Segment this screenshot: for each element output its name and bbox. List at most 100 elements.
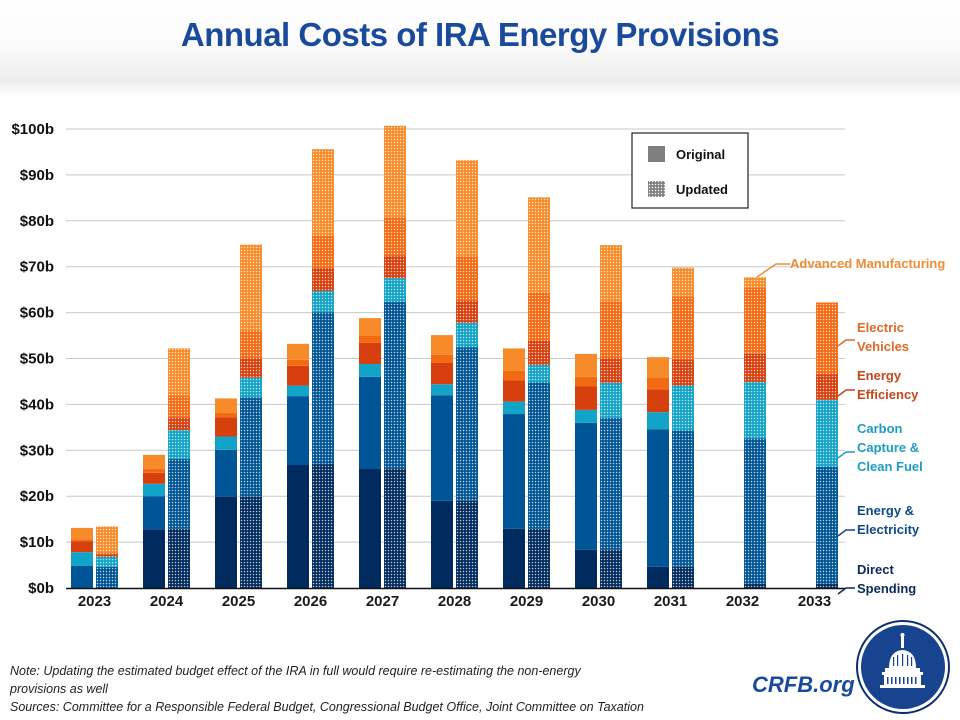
bars bbox=[71, 125, 838, 588]
bar-segment-original bbox=[359, 364, 381, 377]
bar-segment-original bbox=[287, 385, 309, 397]
bar-segment-texture bbox=[384, 468, 406, 588]
bar-segment-texture bbox=[96, 556, 118, 567]
x-tick-label: 2026 bbox=[294, 593, 327, 610]
x-tick-label: 2028 bbox=[438, 593, 471, 610]
bar-segment-original bbox=[431, 362, 453, 385]
legend-swatch-updated bbox=[648, 181, 665, 197]
component-label-text: Clean Fuel bbox=[857, 459, 923, 474]
bar-segment-texture bbox=[816, 302, 838, 375]
bar-segment-texture bbox=[168, 417, 190, 431]
bar-segment-original bbox=[503, 380, 525, 402]
capitol-dome-icon bbox=[880, 633, 925, 688]
bar-segment-texture bbox=[456, 256, 478, 301]
bar-segment-texture bbox=[456, 347, 478, 501]
bar-segment-texture bbox=[312, 235, 334, 269]
bar-segment-original bbox=[431, 354, 453, 363]
bar-segment-original bbox=[359, 318, 381, 337]
y-tick-label: $50b bbox=[20, 351, 54, 368]
leader-line bbox=[837, 389, 855, 397]
bar-segment-texture bbox=[744, 353, 766, 382]
bar-segment-texture bbox=[528, 364, 550, 383]
bar-segment-texture bbox=[96, 552, 118, 555]
component-label-text: Efficiency bbox=[857, 387, 919, 402]
bar-segment-original bbox=[575, 422, 597, 550]
bar-segment-texture bbox=[600, 549, 622, 588]
bar-segment-texture bbox=[456, 160, 478, 257]
note-line: Note: Updating the estimated budget effe… bbox=[10, 664, 581, 678]
bar-segment-original bbox=[431, 335, 453, 355]
bar-segment-original bbox=[575, 376, 597, 387]
bar-segment-original bbox=[215, 398, 237, 413]
bar-segment-texture bbox=[600, 417, 622, 550]
gridlines bbox=[66, 128, 845, 543]
y-tick-label: $40b bbox=[20, 396, 54, 413]
bar-segment-texture bbox=[240, 397, 262, 497]
bar-segment-texture bbox=[672, 385, 694, 431]
bar-segment-original bbox=[503, 370, 525, 381]
bar-segment-texture bbox=[672, 430, 694, 567]
bar-segment-original bbox=[287, 396, 309, 465]
bar-segment-original bbox=[503, 528, 525, 588]
component-label: Energy & Electricity bbox=[837, 503, 920, 537]
bar-segment-texture bbox=[816, 583, 838, 588]
bar-segment-original bbox=[143, 529, 165, 588]
y-tick-label: $10b bbox=[20, 534, 54, 551]
bar-segment-original bbox=[647, 412, 669, 430]
component-label-text: Advanced Manufacturing bbox=[790, 256, 945, 271]
bar-segment-texture bbox=[168, 430, 190, 460]
component-label-text: Vehicles bbox=[857, 339, 909, 354]
bar-segment-original bbox=[71, 541, 93, 553]
x-tick-label: 2030 bbox=[582, 593, 615, 610]
x-tick-label: 2033 bbox=[798, 593, 831, 610]
footnote: Note: Updating the estimated budget effe… bbox=[10, 662, 740, 716]
bar-segment-texture bbox=[816, 399, 838, 467]
bar-segment-original bbox=[215, 412, 237, 418]
bar-segment-original bbox=[287, 343, 309, 360]
component-label-text: Carbon bbox=[857, 421, 903, 436]
x-tick-label: 2032 bbox=[726, 593, 759, 610]
bar-segment-texture bbox=[168, 459, 190, 529]
leader-line bbox=[756, 263, 790, 278]
bar-segment-texture bbox=[744, 277, 766, 288]
bar-segment-original bbox=[71, 539, 93, 542]
bar-segment-original bbox=[647, 566, 669, 588]
bar-segment-texture bbox=[312, 464, 334, 588]
y-tick-label: $80b bbox=[20, 213, 54, 230]
bar-segment-original bbox=[503, 414, 525, 529]
bar-segment-texture bbox=[240, 377, 262, 398]
sources-line: Sources: Committee for a Responsible Fed… bbox=[10, 700, 644, 714]
component-label: Electric Vehicles bbox=[837, 320, 909, 354]
component-label-text: Electric bbox=[857, 320, 904, 335]
crfb-logo bbox=[856, 620, 950, 714]
bar-segment-texture bbox=[672, 359, 694, 386]
bar-segment-texture bbox=[744, 583, 766, 588]
component-label: Energy Efficiency bbox=[837, 368, 919, 402]
crfb-link[interactable]: CRFB.org bbox=[752, 672, 855, 697]
x-tick-label: 2024 bbox=[150, 593, 184, 610]
bar-segment-texture bbox=[96, 566, 118, 588]
bar-segment-texture bbox=[600, 382, 622, 418]
component-label-text: Energy & bbox=[857, 503, 914, 518]
bar-segment-original bbox=[359, 336, 381, 343]
bar-segment-texture bbox=[672, 267, 694, 297]
legend-label-updated: Updated bbox=[676, 182, 728, 197]
component-label: Direct Spending bbox=[837, 562, 916, 596]
bar-segment-texture bbox=[384, 255, 406, 279]
bar-segment-texture bbox=[240, 244, 262, 331]
component-label-text: Spending bbox=[857, 581, 916, 596]
bar-segment-texture bbox=[816, 466, 838, 584]
bar-segment-texture bbox=[240, 330, 262, 359]
bar-segment-original bbox=[431, 395, 453, 501]
bar-segment-original bbox=[431, 500, 453, 588]
bar-segment-texture bbox=[744, 381, 766, 439]
legend: Original Updated bbox=[631, 132, 749, 209]
bar-segment-original bbox=[431, 384, 453, 396]
bar-segment-original bbox=[215, 417, 237, 437]
bar-segment-original bbox=[647, 389, 669, 413]
bar-segment-texture bbox=[456, 300, 478, 323]
bar-segment-texture bbox=[312, 268, 334, 292]
component-label: Carbon Capture & Clean Fuel bbox=[837, 421, 923, 474]
y-tick-label: $20b bbox=[20, 488, 54, 505]
